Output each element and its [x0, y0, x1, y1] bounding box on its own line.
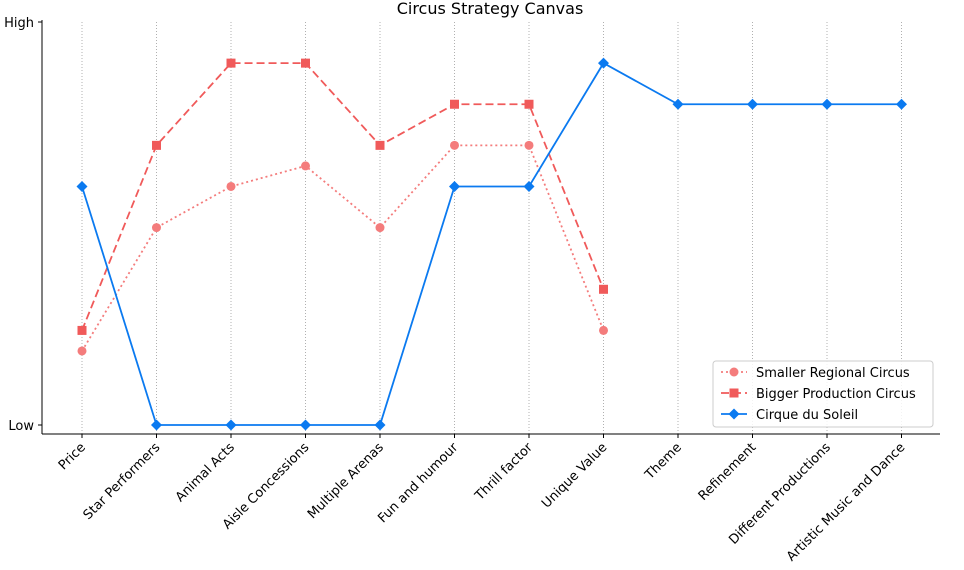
data-point: [450, 99, 459, 109]
legend-label: Smaller Regional Circus: [756, 366, 910, 381]
x-tick-label: Star Performers: [81, 440, 164, 523]
data-point: [524, 140, 534, 150]
data-point: [77, 346, 87, 356]
data-point: [821, 98, 833, 110]
legend-box: [712, 360, 934, 428]
data-point: [300, 419, 311, 431]
series-line: [81, 61, 902, 426]
data-point: [524, 99, 534, 109]
legend-entry: Cirque du Soleil: [721, 408, 858, 423]
data-point: [301, 58, 310, 68]
chart-title: Circus Strategy Canvas: [397, 0, 584, 18]
x-tick-label: Price: [56, 440, 89, 473]
data-point: [599, 284, 608, 294]
data-point: [301, 161, 310, 171]
data-point: [151, 419, 162, 431]
x-tick-label: Fun and humour: [375, 440, 461, 526]
data-point: [226, 58, 236, 68]
data-point: [599, 325, 608, 335]
legend-marker: [729, 388, 739, 398]
data-point: [225, 419, 237, 431]
x-tick-label: Unique Value: [539, 440, 610, 511]
legend-marker: [728, 408, 740, 420]
x-tick-label: Animal Acts: [173, 440, 238, 505]
data-point: [152, 140, 161, 150]
data-point: [598, 57, 609, 69]
series-line: [81, 62, 605, 331]
x-tick-label: Multiple Arenas: [305, 440, 387, 522]
data-point: [375, 140, 385, 150]
x-tick-label: Thrill factor: [472, 440, 537, 505]
series-1: [77, 58, 608, 335]
legend-marker: [729, 367, 739, 377]
x-tick-label: Refinement: [696, 440, 760, 504]
series-0: [77, 140, 608, 356]
data-point: [77, 325, 87, 335]
series-2: [76, 57, 907, 431]
data-point: [896, 98, 907, 110]
data-point: [152, 223, 161, 233]
data-point: [449, 180, 460, 192]
data-point: [375, 223, 385, 233]
data-point: [523, 180, 535, 192]
legend-label: Bigger Production Circus: [756, 387, 916, 402]
legend-label: Cirque du Soleil: [756, 408, 858, 423]
legend-entry: Smaller Regional Circus: [721, 366, 910, 381]
data-point: [76, 180, 88, 192]
y-tick-label: High: [4, 16, 34, 31]
legend-entry: Bigger Production Circus: [721, 387, 916, 402]
data-point: [672, 98, 684, 110]
x-tick-label: Artistic Music and Dance: [784, 440, 908, 564]
data-point: [747, 98, 758, 110]
data-point: [374, 419, 386, 431]
y-tick-label: Low: [8, 419, 34, 434]
x-tick-label: Theme: [642, 440, 685, 483]
series-line: [81, 144, 605, 352]
legend: Smaller Regional Circus Bigger Production…: [712, 360, 934, 428]
series-layer: [76, 57, 907, 431]
data-point: [226, 181, 236, 191]
data-point: [450, 140, 459, 150]
